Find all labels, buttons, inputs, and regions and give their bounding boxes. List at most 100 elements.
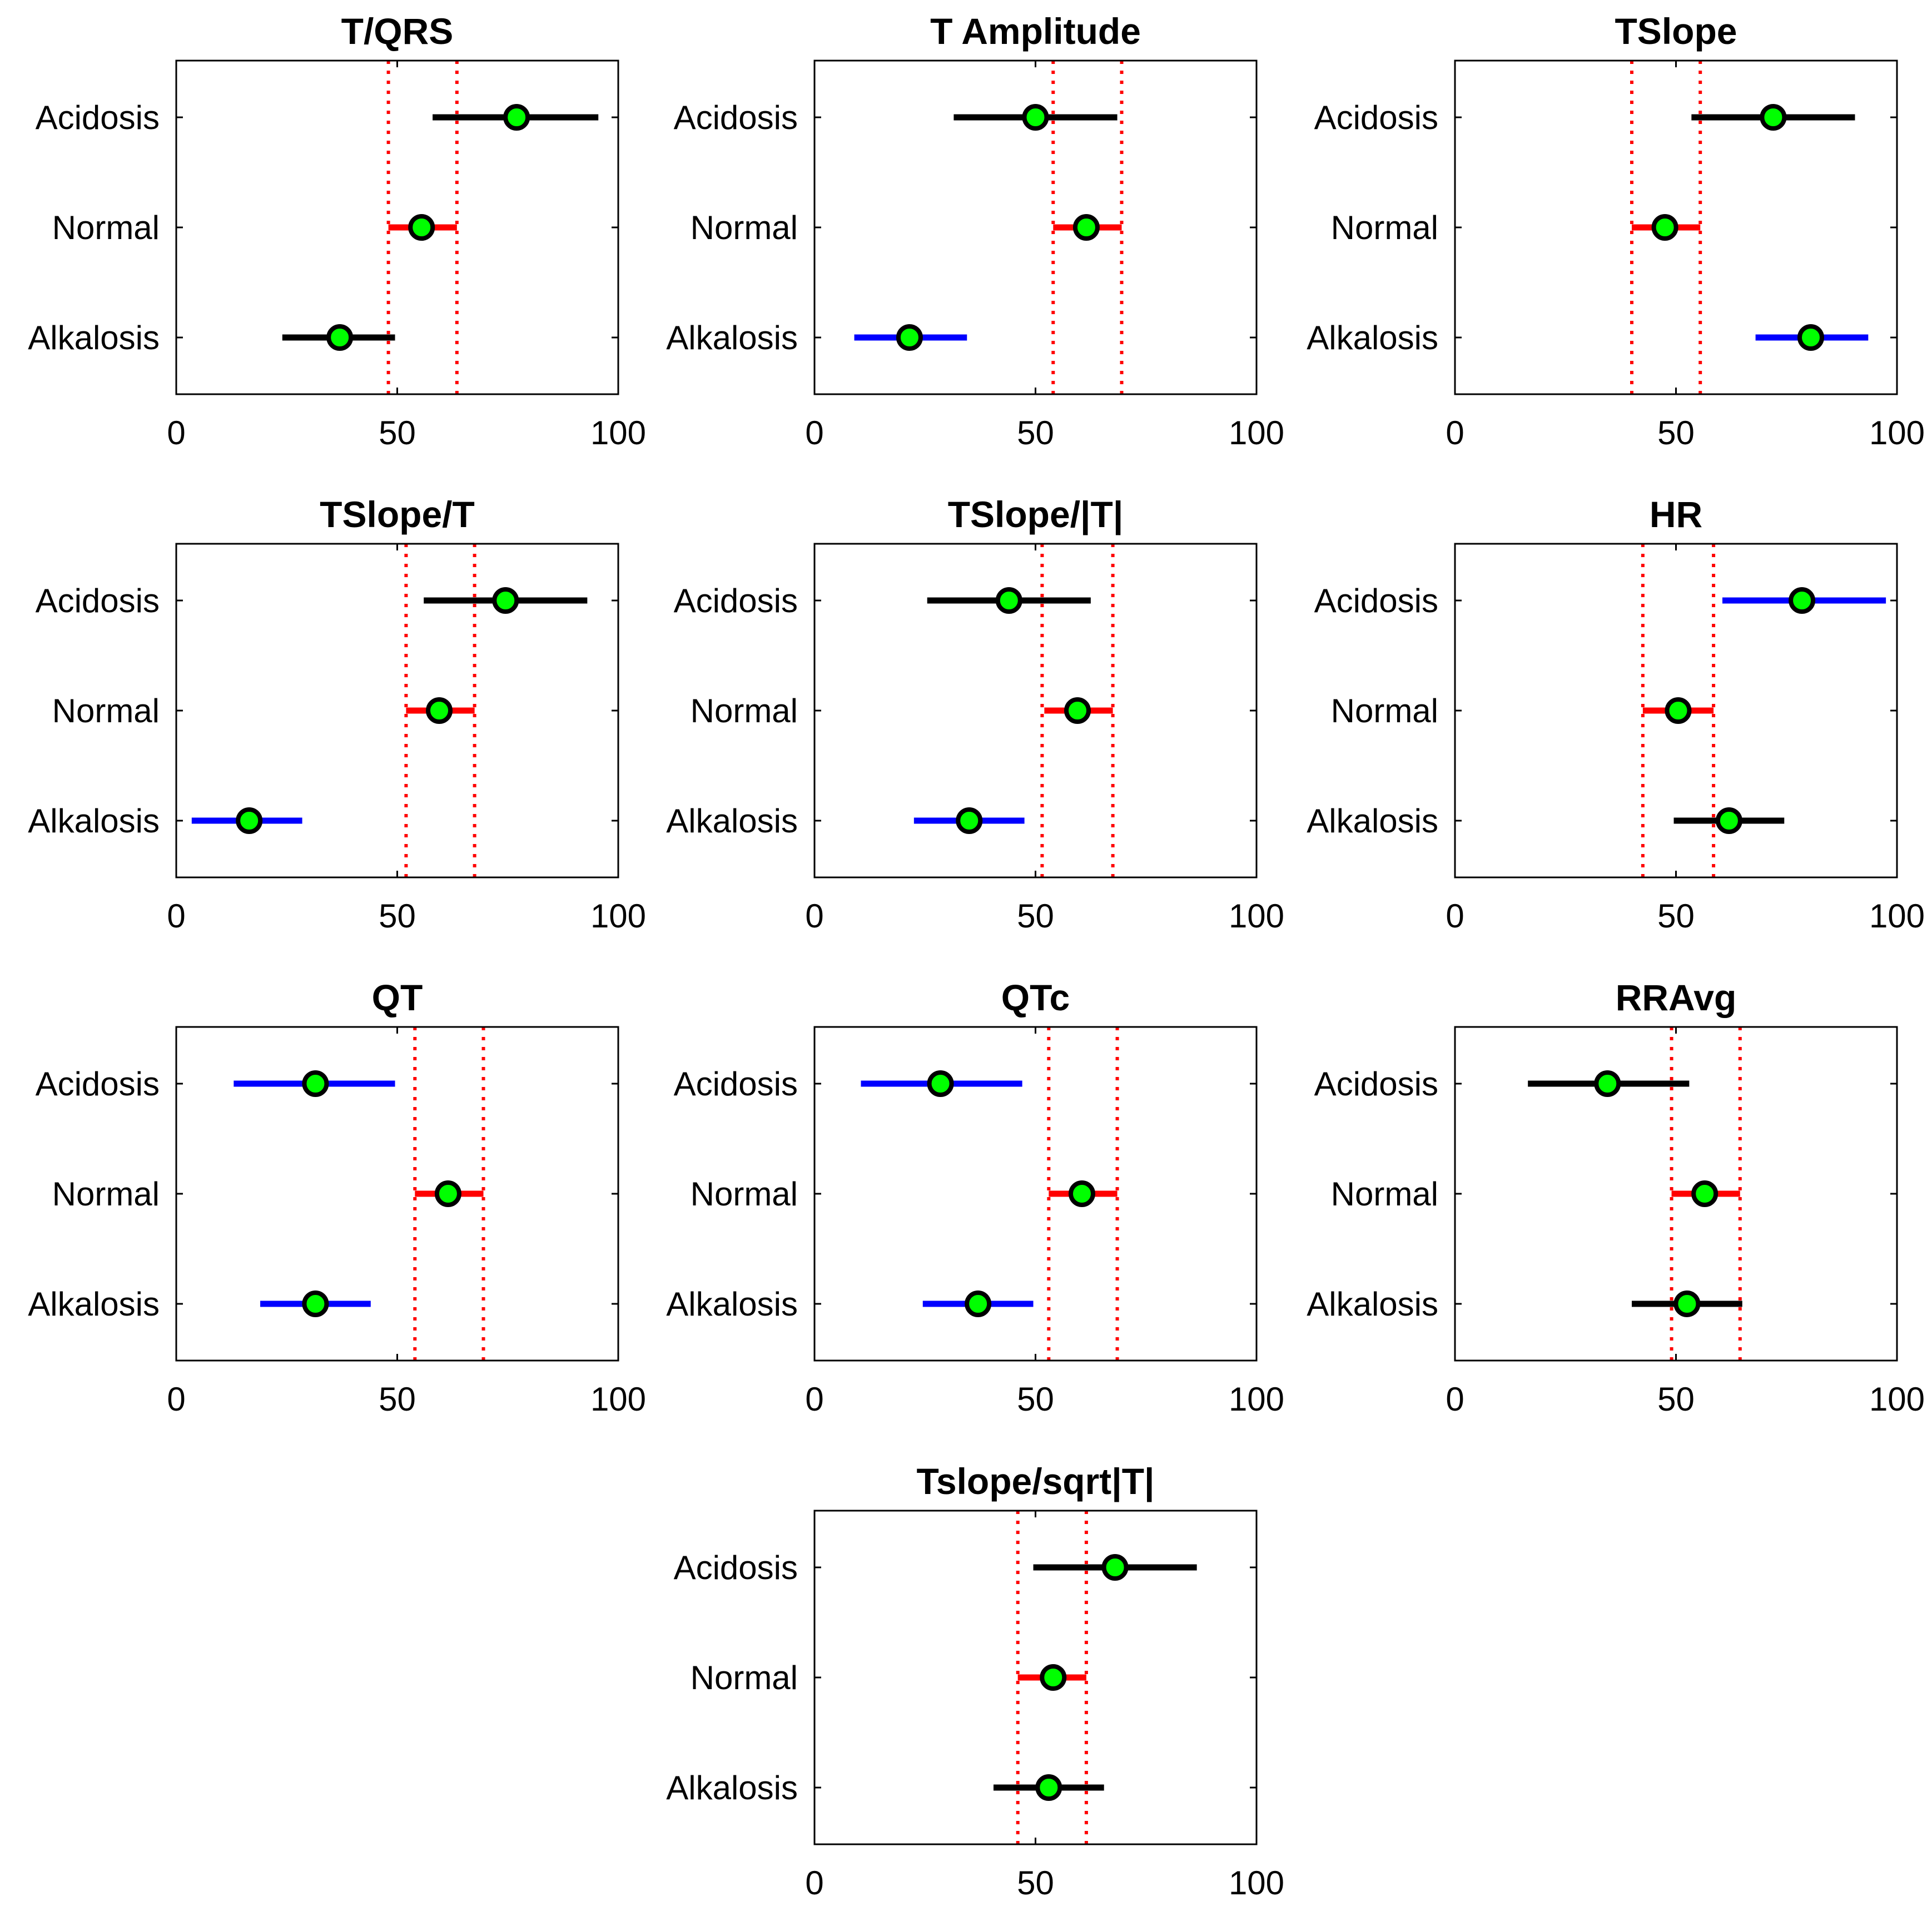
panel-hr-xtick-label-50: 50 xyxy=(1657,897,1695,935)
panel-qt-marker-normal xyxy=(434,1180,461,1207)
panel-qt-marker-acidosis xyxy=(302,1070,329,1097)
panel-qtc-marker-normal xyxy=(1068,1180,1095,1207)
panel-t-amplitude-xtick-label-100: 100 xyxy=(1229,414,1284,451)
panel-t-qrs-category-label-acidosis: Acidosis xyxy=(36,99,160,136)
panel-tslope-t: TSlope/T 0 50 100 Acidosis Normal Alkalosis xyxy=(28,494,646,935)
panel-tslope-xtick-label-50: 50 xyxy=(1657,414,1695,451)
panel-hr-xtick-label-100: 100 xyxy=(1869,897,1925,935)
panel-t-qrs-xtick-label-50: 50 xyxy=(379,414,416,451)
panel-tslope-marker-acidosis xyxy=(1760,104,1787,131)
panel-t-qrs: T/QRS 0 50 100 Acidosis Normal Alkalosis xyxy=(28,11,646,451)
panel-tslope-sqrt-t-category-label-alkalosis: Alkalosis xyxy=(666,1769,798,1806)
panel-qtc-marker-acidosis xyxy=(927,1070,954,1097)
panel-rravg-xtick-label-0: 0 xyxy=(1446,1381,1464,1418)
panel-tslope-sqrt-t-xtick-label-0: 0 xyxy=(805,1864,823,1902)
panel-qtc: QTc 0 50 100 Acidosis Normal Alkalosis xyxy=(666,977,1284,1418)
panel-tslope-t-category-label-alkalosis: Alkalosis xyxy=(28,802,160,840)
panel-tslope-sqrt-t-xtick-label-100: 100 xyxy=(1229,1864,1284,1902)
panel-tslope-t-xtick-label-50: 50 xyxy=(379,897,416,935)
panel-t-qrs-xtick-label-0: 0 xyxy=(167,414,185,451)
panel-tslope-t-marker-normal xyxy=(426,697,453,724)
panel-t-amplitude-category-label-normal: Normal xyxy=(691,209,798,246)
panel-tslope-t-category-label-normal: Normal xyxy=(691,692,798,729)
panel-qt-marker-alkalosis xyxy=(302,1290,329,1317)
panel-t-amplitude-category-label-alkalosis: Alkalosis xyxy=(666,319,798,356)
panel-tslope-sqrt-t-marker-normal xyxy=(1040,1664,1067,1691)
panel-qtc-category-label-acidosis: Acidosis xyxy=(674,1065,798,1103)
panel-tslope-sqrt-t-marker-acidosis xyxy=(1101,1554,1129,1581)
panel-tslope: TSlope 0 50 100 Acidosis Normal Alkalosis xyxy=(1307,11,1925,451)
panel-tslope-marker-alkalosis xyxy=(1797,324,1824,351)
panel-tslope-category-label-alkalosis: Alkalosis xyxy=(1307,319,1438,356)
panel-tslope-xtick-label-100: 100 xyxy=(1869,414,1925,451)
panel-t-amplitude-category-label-acidosis: Acidosis xyxy=(674,99,798,136)
panel-qtc-title: QTc xyxy=(1001,977,1070,1018)
panel-rravg-title: RRAvg xyxy=(1616,977,1737,1018)
panel-tslope-t-title: TSlope/|T| xyxy=(948,494,1124,536)
panel-rravg-category-label-acidosis: Acidosis xyxy=(1314,1065,1438,1103)
panel-qtc-xtick-label-50: 50 xyxy=(1017,1381,1054,1418)
panel-rravg-xtick-label-100: 100 xyxy=(1869,1381,1925,1418)
panel-tslope-sqrt-t-marker-alkalosis xyxy=(1035,1774,1062,1801)
panel-tslope-sqrt-t: Tslope/sqrt|T| 0 50 100 Acidosis Normal Alkalo… xyxy=(666,1461,1284,1902)
panel-qt-title: QT xyxy=(372,977,423,1018)
panel-qt: QT 0 50 100 Acidosis Normal Alkalosis xyxy=(28,977,646,1418)
panel-t-qrs-marker-alkalosis xyxy=(326,324,354,351)
panel-rravg-category-label-alkalosis: Alkalosis xyxy=(1307,1285,1438,1323)
panel-t-qrs-title: T/QRS xyxy=(341,11,454,52)
panel-t-amplitude-marker-acidosis xyxy=(1022,104,1049,131)
panel-rravg-category-label-normal: Normal xyxy=(1331,1175,1438,1213)
panel-tslope-t-xtick-label-100: 100 xyxy=(590,897,646,935)
panel-tslope-category-label-acidosis: Acidosis xyxy=(1314,99,1438,136)
panel-t-qrs-category-label-normal: Normal xyxy=(52,209,160,246)
panel-tslope-t-category-label-acidosis: Acidosis xyxy=(674,582,798,619)
panel-t-amplitude-marker-normal xyxy=(1072,214,1100,241)
panel-tslope-t-marker-acidosis xyxy=(492,587,519,614)
panel-tslope-t-title: TSlope/T xyxy=(320,494,475,535)
panel-qt-category-label-alkalosis: Alkalosis xyxy=(28,1285,160,1323)
panel-tslope-t-xtick-label-50: 50 xyxy=(1017,897,1054,935)
panel-tslope-t-category-label-alkalosis: Alkalosis xyxy=(666,802,798,840)
panel-tslope-t-xtick-label-100: 100 xyxy=(1229,897,1284,935)
panel-rravg-marker-normal xyxy=(1691,1180,1719,1207)
panel-rravg-xtick-label-50: 50 xyxy=(1657,1381,1695,1418)
panel-tslope-t-marker-alkalosis xyxy=(956,807,983,834)
panel-tslope-t-axes-box xyxy=(813,543,1258,878)
panel-tslope-t-marker-alkalosis xyxy=(236,807,263,834)
panel-tslope-t: TSlope/|T| 0 50 100 Acidosis Normal Alkalosis xyxy=(666,494,1284,935)
panel-tslope-xtick-label-0: 0 xyxy=(1446,414,1464,451)
panel-t-amplitude: T Amplitude 0 50 100 Acidosis Normal Alkalosis xyxy=(666,11,1284,451)
panel-hr-title: HR xyxy=(1650,494,1702,535)
panel-tslope-t-xtick-label-0: 0 xyxy=(805,897,823,935)
panel-tslope-title: TSlope xyxy=(1615,11,1737,52)
panel-hr-category-label-normal: Normal xyxy=(1331,692,1438,729)
panel-qt-xtick-label-100: 100 xyxy=(590,1381,646,1418)
panel-t-qrs-xtick-label-100: 100 xyxy=(590,414,646,451)
panel-rravg-marker-acidosis xyxy=(1594,1070,1621,1097)
panel-qtc-xtick-label-100: 100 xyxy=(1229,1381,1284,1418)
panel-tslope-t-category-label-normal: Normal xyxy=(52,692,160,729)
panel-t-amplitude-xtick-label-50: 50 xyxy=(1017,414,1054,451)
panel-qt-xtick-label-0: 0 xyxy=(167,1381,185,1418)
panel-tslope-sqrt-t-category-label-acidosis: Acidosis xyxy=(674,1549,798,1586)
panel-t-amplitude-xtick-label-0: 0 xyxy=(805,414,823,451)
panel-rravg: RRAvg 0 50 100 Acidosis Normal Alkalosis xyxy=(1307,977,1925,1418)
panel-qt-xtick-label-50: 50 xyxy=(379,1381,416,1418)
panel-tslope-category-label-normal: Normal xyxy=(1331,209,1438,246)
panel-hr-xtick-label-0: 0 xyxy=(1446,897,1464,935)
panel-tslope-t-category-label-acidosis: Acidosis xyxy=(36,582,160,619)
panel-qtc-xtick-label-0: 0 xyxy=(805,1381,823,1418)
panel-hr: HR 0 50 100 Acidosis Normal Alkalosis xyxy=(1307,494,1925,935)
panel-tslope-sqrt-t-title: Tslope/sqrt|T| xyxy=(916,1461,1154,1503)
panel-tslope-sqrt-t-xtick-label-50: 50 xyxy=(1017,1864,1054,1902)
panel-qtc-marker-alkalosis xyxy=(965,1290,992,1317)
panel-t-qrs-marker-normal xyxy=(408,214,435,241)
panel-qt-axes-box xyxy=(175,1026,619,1362)
panel-tslope-t-xtick-label-0: 0 xyxy=(167,897,185,935)
panel-t-qrs-marker-acidosis xyxy=(503,104,530,131)
panel-tslope-t-marker-normal xyxy=(1064,697,1091,724)
panel-hr-category-label-acidosis: Acidosis xyxy=(1314,582,1438,619)
panel-rravg-marker-alkalosis xyxy=(1673,1290,1701,1317)
panel-qt-category-label-normal: Normal xyxy=(52,1175,160,1213)
panel-qtc-category-label-alkalosis: Alkalosis xyxy=(666,1285,798,1323)
